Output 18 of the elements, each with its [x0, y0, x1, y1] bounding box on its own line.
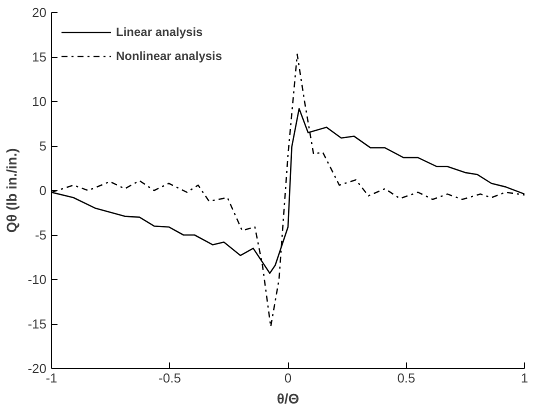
x-tick-label: -0.5 — [158, 370, 181, 386]
y-tick-label: -20 — [28, 361, 47, 376]
legend-label: Nonlinear analysis — [116, 49, 222, 63]
y-tick-label: 0 — [39, 183, 47, 198]
x-tick-label: 1 — [520, 370, 528, 386]
y-tick-label: -15 — [28, 316, 47, 332]
y-axis-title: Qθ (lb in./in.) — [4, 148, 20, 233]
x-tick-label: 0 — [284, 370, 292, 386]
y-tick-label: 20 — [32, 5, 47, 20]
x-tick-label: -1 — [46, 370, 58, 386]
legend-label: Linear analysis — [116, 25, 203, 39]
y-tick-label: 15 — [32, 50, 47, 64]
x-tick-label: 0.5 — [397, 370, 416, 386]
y-tick-label: 10 — [32, 94, 47, 109]
y-tick-label: -5 — [34, 228, 47, 242]
y-tick-label: 5 — [39, 138, 47, 154]
x-axis-title: θ/Θ — [276, 390, 300, 406]
y-tick-label: -10 — [28, 272, 47, 287]
